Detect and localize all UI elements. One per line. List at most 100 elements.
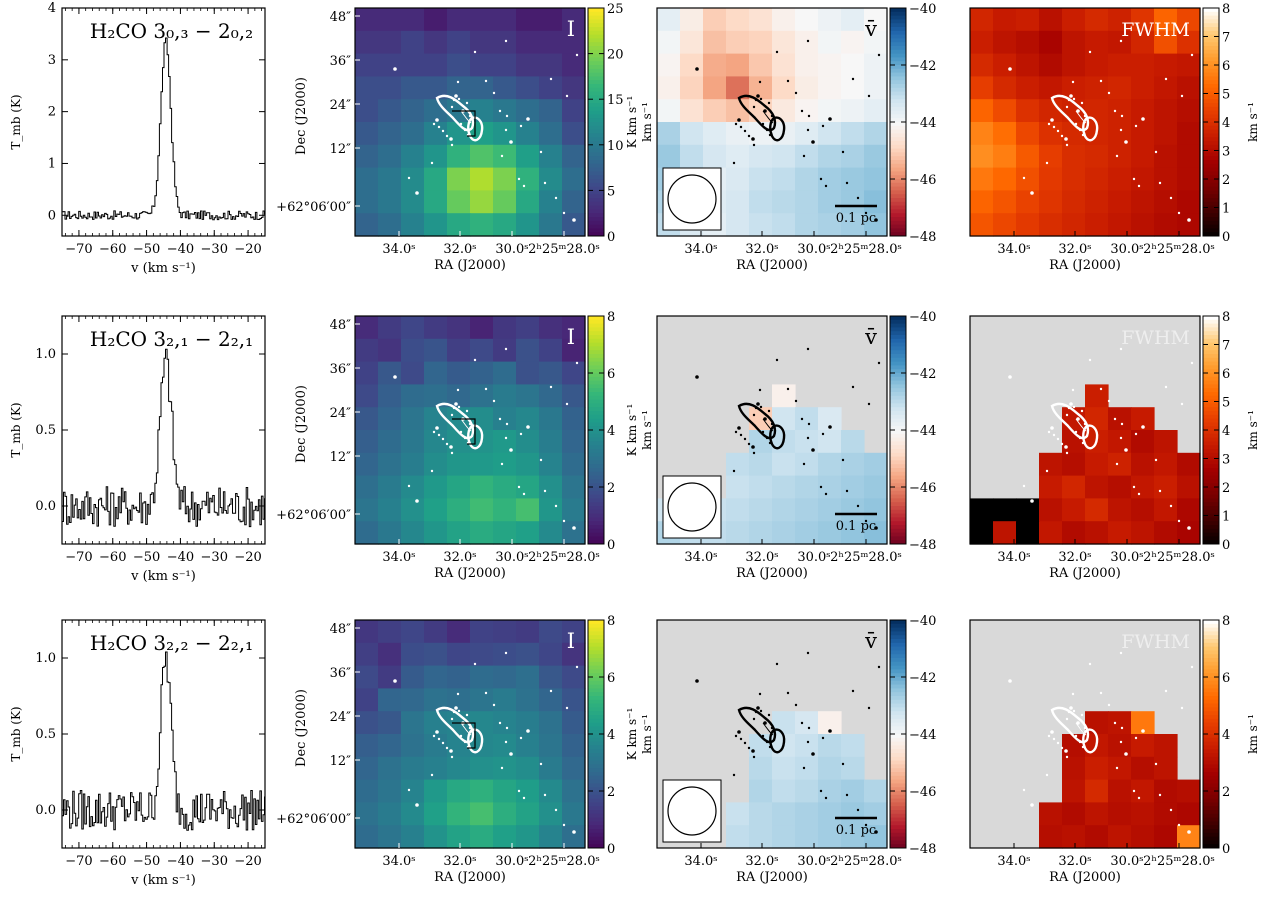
colorbar-segment [1203,760,1219,765]
map-pixel [562,642,586,667]
cloud-point [1072,405,1076,409]
cloud-contour [1082,728,1099,754]
map-pixel [1131,167,1155,191]
colorbar-segment [890,19,906,24]
map-pixel [447,316,471,340]
map-pixel [1131,802,1155,826]
colorbar-segment [1203,703,1219,708]
cloud-point [841,150,845,154]
colorbar-segment [588,718,604,724]
colorbar-segment [588,623,604,629]
map-pixel [795,825,819,849]
cloud-point [739,125,743,129]
colorbar-segment [1203,376,1219,382]
colorbar-segment [588,669,604,674]
colorbar-tick-label: −46 [909,173,936,188]
colorbar-segment [890,711,906,716]
colorbar-segment [890,27,906,32]
map-pixel [772,498,796,522]
map-pixel [841,756,865,781]
map-pixel [680,122,704,146]
cloud-point [505,422,509,426]
cloud-point [1067,710,1071,714]
map-pixel [378,144,402,169]
map-pixel [795,76,819,100]
colorbar-segment [588,760,604,765]
cloud-point [1190,665,1194,669]
colorbar-segment [1203,414,1219,420]
cloud-point [393,375,397,379]
map-pixel [401,498,425,522]
map-pixel [749,144,773,169]
colorbar-segment [1203,213,1219,218]
colorbar-segment [1203,392,1219,397]
colorbar-segment [1203,118,1219,123]
map-pixel [355,76,379,100]
colorbar-tick-label: 8 [1222,614,1230,629]
cloud-point [407,484,411,488]
colorbar-segment [890,844,906,849]
cloud-point [786,79,790,83]
colorbar-segment [890,715,906,720]
map-pixel [726,498,750,522]
map-pixel [447,665,471,689]
map-pixel [401,384,425,408]
cloud-point [1119,436,1123,440]
colorbar-segment [588,532,604,537]
colorbar-segment [588,779,604,784]
colorbar-segment [890,99,906,104]
colorbar-segment [1203,163,1219,169]
map-pixel [772,76,796,100]
map-pixel [401,122,425,146]
map-pixel [401,76,425,100]
map-pixel [516,384,540,408]
map-pixel [562,452,586,477]
map-pixel [970,8,994,32]
cloud-point [768,441,772,445]
map-pixel [539,498,563,522]
colorbar-segment [1203,487,1219,492]
cloud-point [743,129,747,133]
colorbar-segment [890,403,906,408]
map-pixel [539,665,563,689]
cloud-point [758,388,762,392]
colorbar-segment [588,376,604,382]
map-pixel [493,452,517,477]
colorbar-tick-label: 8 [1222,310,1230,325]
x-tick-label: −50 [133,550,160,565]
map-pixel [703,99,727,123]
colorbar-tick-label: −48 [909,842,936,857]
map-pixel [1154,756,1178,781]
map-pixel [516,498,540,522]
map-pixel [680,53,704,77]
cloud-point [441,741,445,745]
map-pixel [818,734,842,758]
scale-bar-label: 0.1 pc [836,211,876,226]
map-pixel [1177,30,1201,55]
colorbar-segment [588,829,604,834]
cloud-point [1120,726,1124,730]
map-pixel [378,665,402,689]
map-pixel [424,338,448,363]
colorbar-segment [1203,711,1219,716]
colorbar-segment [890,338,906,344]
ra-tick-label: 34.0ˢ [382,242,415,257]
colorbar-segment [1203,650,1219,655]
colorbar-segment [588,137,604,142]
map-pixel [1062,8,1086,32]
map-pixel [401,30,425,55]
colorbar-segment [890,8,906,13]
map-pixel [772,8,796,32]
map-pixel [993,144,1017,169]
cloud-point [1083,726,1087,730]
y-axis-label: T_mb (K) [9,706,23,761]
colorbar-segment [1203,825,1219,830]
colorbar-segment [890,137,906,142]
cloud-contour [737,94,777,132]
colorbar-segment [588,699,604,705]
map-pixel [1108,498,1132,522]
map-pixel [539,76,563,100]
map-pixel [993,521,1017,545]
